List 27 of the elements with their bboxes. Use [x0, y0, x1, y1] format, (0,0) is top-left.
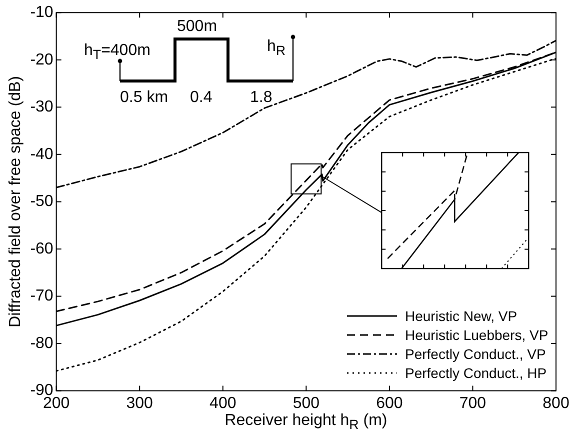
x-tick-label: 300: [126, 394, 154, 412]
x-axis-title: Receiver height h$_{R}$ (m): [224, 412, 388, 432]
annotation: 500m: [177, 18, 218, 35]
annotation: h$_{T}$=400m: [84, 42, 150, 62]
legend-label: Perfectly Conduct., HP: [405, 365, 547, 382]
annotation: 0.4: [190, 89, 212, 106]
x-tick-label: 700: [459, 394, 486, 412]
x-tick-label: 500: [292, 394, 320, 412]
x-tick-label: 600: [376, 394, 403, 412]
y-tick-label: -50: [30, 193, 54, 210]
y-tick-label: -30: [30, 98, 54, 116]
annotation: h$_{R}$: [267, 38, 286, 58]
legend-label: Perfectly Conduct., VP: [405, 346, 546, 362]
annotation: 0.5 km: [120, 89, 168, 106]
y-tick-label: -20: [30, 51, 54, 68]
y-tick-label: -60: [30, 240, 54, 258]
x-tick-label: 200: [42, 394, 70, 412]
y-tick-label: -40: [30, 146, 54, 163]
y-axis-title: Diffracted field over free space (dB): [7, 76, 24, 328]
annotation: 1.8: [250, 89, 272, 106]
legend-label: Heuristic New, VP: [405, 308, 518, 324]
y-tick-label: -70: [30, 288, 54, 305]
x-tick-label: 800: [542, 394, 570, 412]
y-tick-label: -10: [30, 4, 54, 22]
legend-label: Heuristic Luebbers, VP: [405, 327, 548, 344]
y-tick-label: -80: [30, 334, 54, 352]
x-tick-label: 400: [210, 394, 236, 412]
